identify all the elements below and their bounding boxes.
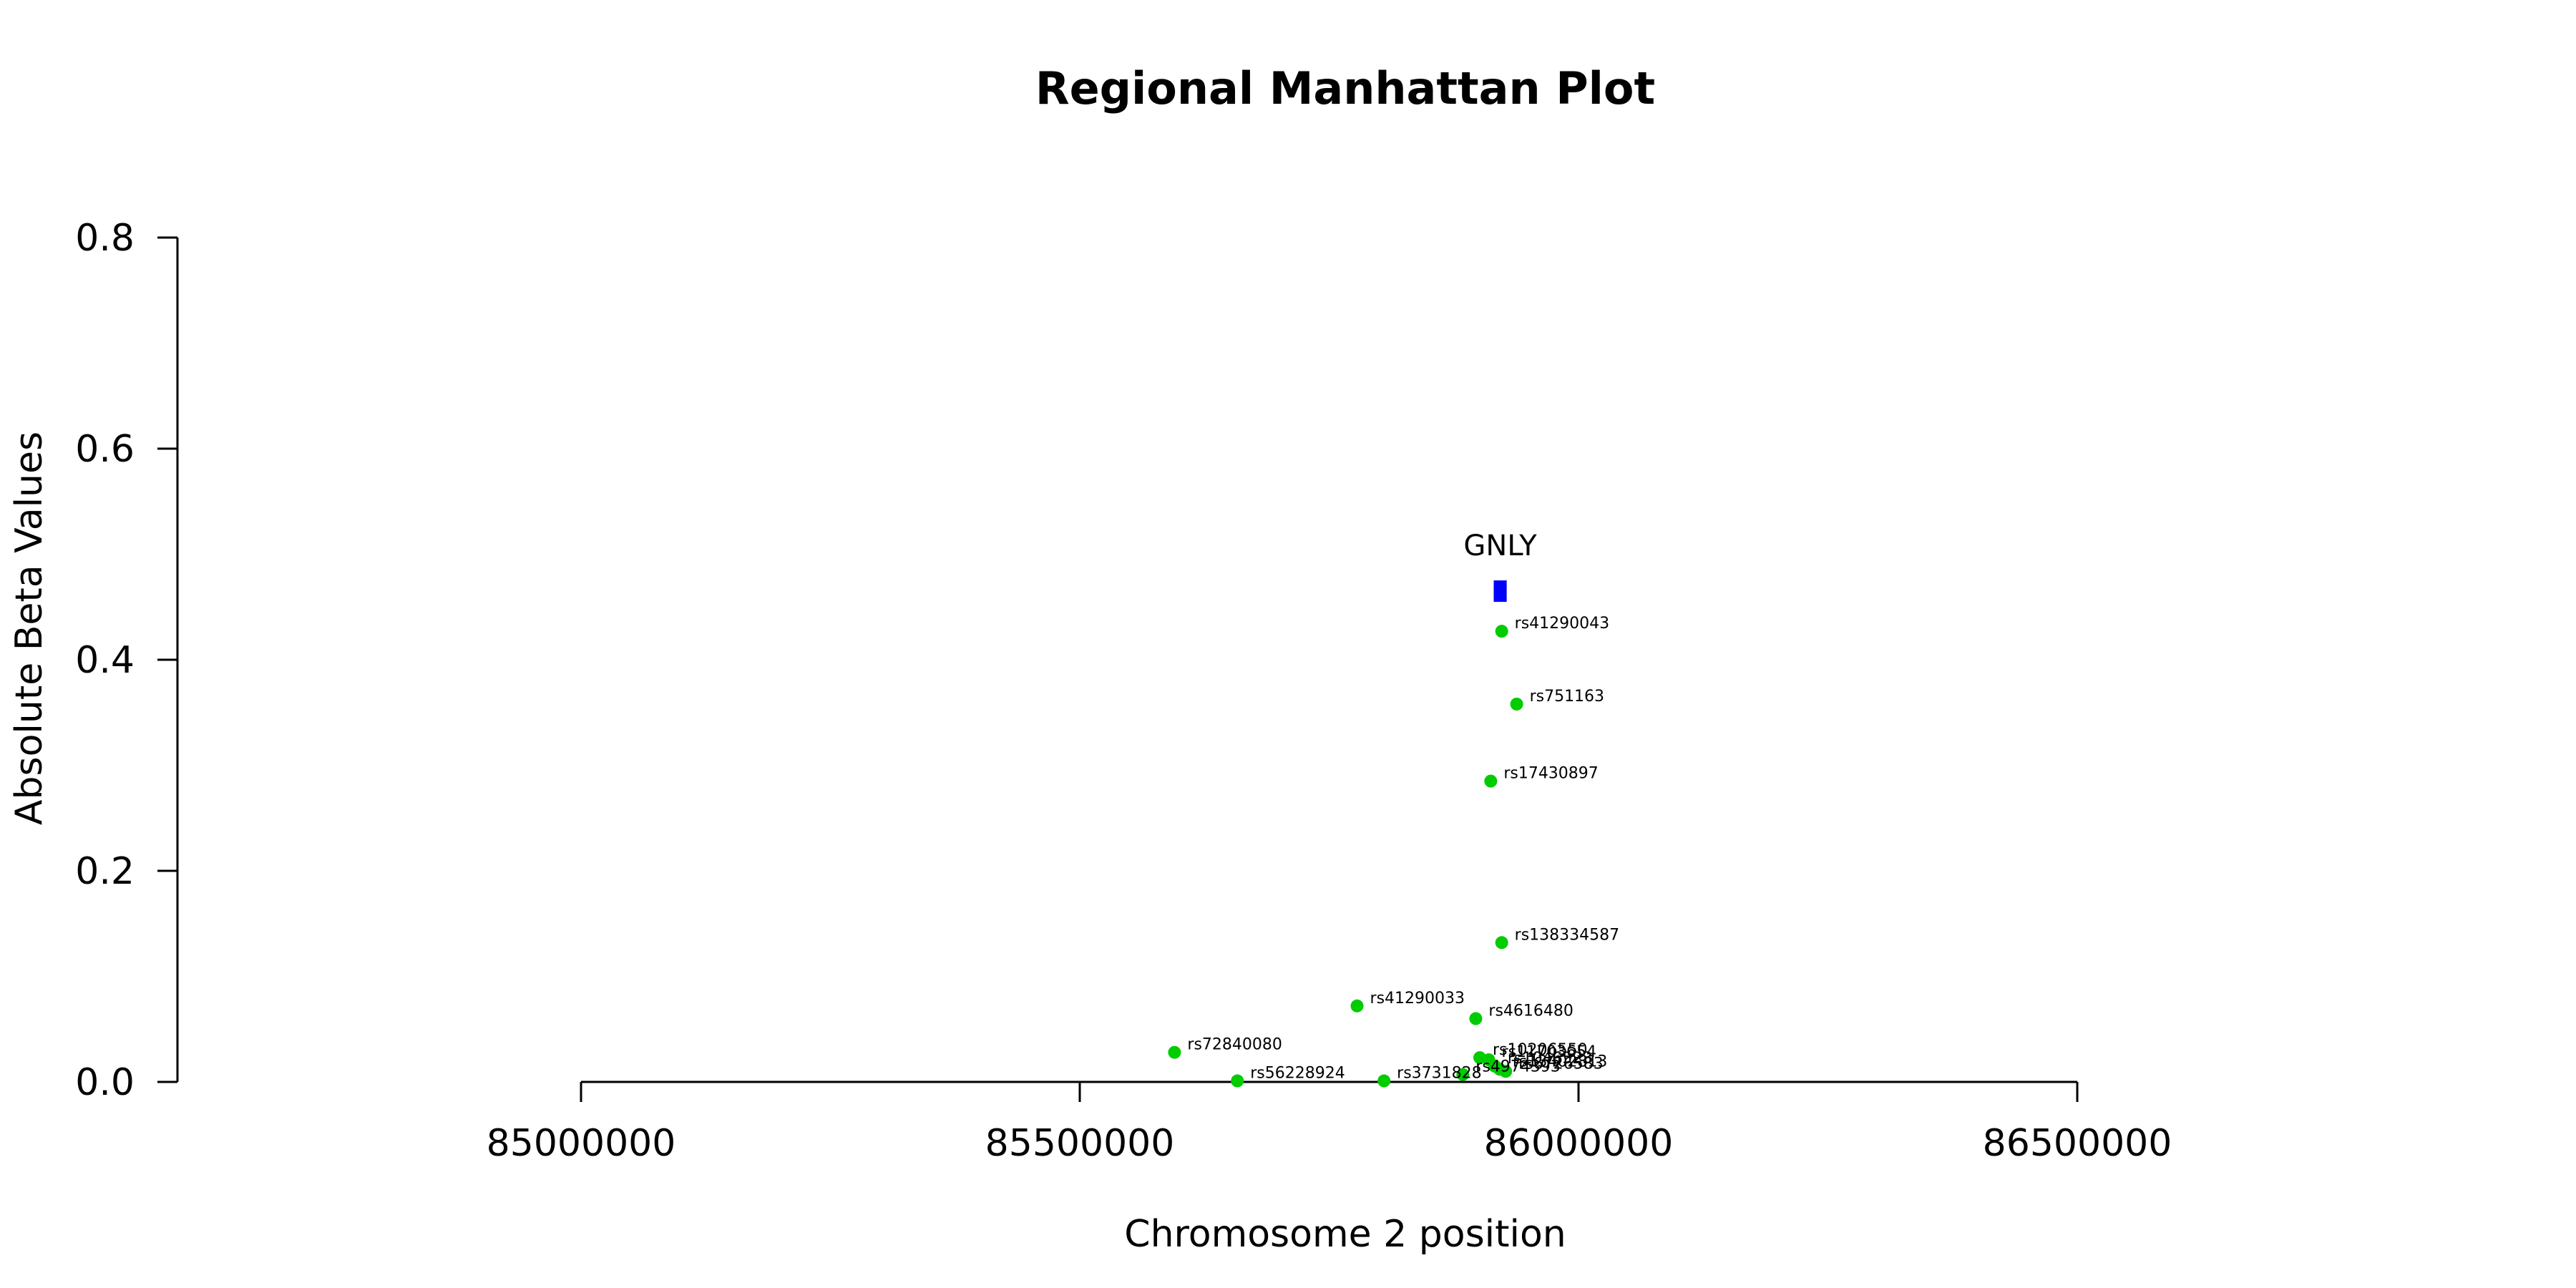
x-tick-label: 85000000 xyxy=(487,1122,676,1165)
gene-bar xyxy=(1493,580,1507,602)
snp-points xyxy=(1168,625,1523,1088)
snp-label: rs138334587 xyxy=(1515,926,1619,944)
y-axis-label: Absolute Beta Values xyxy=(8,431,51,825)
x-tick-label: 86500000 xyxy=(1983,1122,2172,1165)
snp-point xyxy=(1377,1074,1391,1088)
snp-label: rs6726583 xyxy=(1518,1055,1604,1073)
snp-label: rs72840080 xyxy=(1187,1036,1282,1054)
snp-label: rs11703654 xyxy=(1502,1043,1596,1061)
y-axis: 0.0 0.2 0.4 0.6 0.8 xyxy=(75,217,179,1104)
y-tick-label: 0.4 xyxy=(75,639,135,682)
gene-track: GNLY xyxy=(1463,530,1537,602)
y-tick-label: 0.2 xyxy=(75,850,135,893)
snp-point xyxy=(1456,1068,1470,1081)
gene-label: GNLY xyxy=(1463,530,1537,562)
snp-label: rs17430897 xyxy=(1503,765,1598,783)
snp-point xyxy=(1231,1074,1244,1088)
snp-point xyxy=(1168,1045,1181,1059)
snp-label: rs1046523 xyxy=(1508,1050,1593,1068)
snp-point xyxy=(1510,697,1523,711)
snp-point xyxy=(1484,774,1498,788)
x-tick-label: 85500000 xyxy=(985,1122,1175,1165)
snp-point xyxy=(1469,1012,1483,1025)
x-axis: 85000000 85500000 86000000 86500000 xyxy=(487,1080,2172,1165)
snp-point xyxy=(1499,1065,1513,1078)
snp-point xyxy=(1350,999,1364,1013)
snp-label: rs41290043 xyxy=(1515,615,1609,633)
snp-label: rs4616480 xyxy=(1488,1002,1574,1020)
snp-labels: rs41290043 rs751163 rs17430897 rs138334587 r… xyxy=(1187,615,1619,1082)
snp-label: rs4974393 xyxy=(1475,1058,1561,1076)
snp-label: rs13402813 xyxy=(1513,1053,1607,1070)
chart-title: Regional Manhattan Plot xyxy=(1035,62,1655,114)
y-tick-label: 0.0 xyxy=(75,1061,135,1104)
snp-label: rs56228924 xyxy=(1250,1065,1345,1083)
snp-label: rs41290033 xyxy=(1370,990,1465,1008)
snp-label: rs3731828 xyxy=(1397,1065,1481,1083)
y-tick-label: 0.8 xyxy=(75,217,135,260)
x-tick-label: 86000000 xyxy=(1484,1122,1674,1165)
x-axis-label: Chromosome 2 position xyxy=(1124,1213,1566,1256)
snp-label: rs10206550 xyxy=(1493,1041,1587,1059)
snp-label: rs751163 xyxy=(1530,688,1605,706)
y-tick-label: 0.6 xyxy=(75,428,135,471)
snp-point xyxy=(1495,625,1508,638)
snp-point xyxy=(1495,936,1508,950)
